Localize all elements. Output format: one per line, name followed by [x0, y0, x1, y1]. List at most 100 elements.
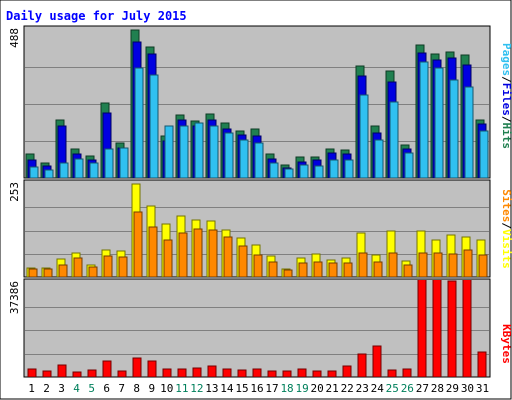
bar-pages-day-16: [254, 142, 264, 178]
bar-pages-day-17: [269, 162, 279, 178]
day-label-11: 11: [175, 382, 188, 395]
bar-sites-day-2: [43, 268, 53, 277]
panel-max-label: 488: [8, 28, 21, 48]
bar-sites-day-27: [418, 252, 428, 277]
bar-sites-day-19: [298, 262, 308, 277]
legend-group-0: Pages/Files/Hits: [500, 43, 512, 149]
bar-kbytes-day-21: [327, 370, 337, 377]
panel-hits: 488: [8, 25, 491, 179]
day-label-6: 6: [103, 382, 110, 395]
bar-pages-day-6: [104, 148, 114, 178]
bar-sites-day-17: [268, 261, 278, 277]
bar-sites-day-23: [358, 252, 368, 277]
day-label-10: 10: [160, 382, 173, 395]
day-label-1: 1: [28, 382, 35, 395]
bar-kbytes-day-28: [432, 280, 442, 377]
bar-sites-day-14: [223, 236, 233, 277]
bar-sites-day-25: [388, 252, 398, 277]
bar-pages-day-31: [479, 130, 489, 178]
bar-pages-day-23: [359, 94, 369, 178]
bar-kbytes-day-5: [87, 369, 97, 377]
bar-pages-day-10: [164, 125, 174, 178]
panel-max-label: 253: [8, 182, 21, 202]
day-label-23: 23: [356, 382, 369, 395]
day-label-31: 31: [476, 382, 489, 395]
day-label-26: 26: [401, 382, 414, 395]
bar-sites-day-11: [178, 232, 188, 277]
bar-pages-day-21: [329, 159, 339, 178]
bar-kbytes-day-22: [342, 365, 352, 377]
bar-sites-day-15: [238, 245, 248, 277]
bar-kbytes-day-19: [297, 368, 307, 377]
bar-sites-day-22: [343, 262, 353, 277]
day-label-24: 24: [371, 382, 385, 395]
bar-sites-day-1: [28, 268, 38, 277]
legend-item-hits: Hits: [500, 123, 512, 150]
bar-kbytes-day-24: [372, 345, 382, 377]
day-label-17: 17: [265, 382, 278, 395]
bar-sites-day-8: [133, 211, 143, 277]
bar-kbytes-day-25: [387, 369, 397, 377]
bar-kbytes-day-18: [282, 370, 292, 377]
day-label-14: 14: [220, 382, 234, 395]
bar-kbytes-day-27: [417, 280, 427, 377]
legend-item-files: Files: [500, 83, 512, 116]
bar-kbytes-day-7: [117, 370, 127, 377]
day-label-8: 8: [133, 382, 140, 395]
bar-sites-day-3: [58, 264, 68, 277]
day-label-29: 29: [446, 382, 459, 395]
bar-sites-day-30: [463, 249, 473, 277]
bar-kbytes-day-3: [57, 364, 67, 377]
bar-kbytes-day-30: [462, 280, 472, 377]
bar-pages-day-4: [74, 158, 84, 178]
legend-separator: /: [500, 76, 512, 83]
day-label-13: 13: [205, 382, 218, 395]
bar-pages-day-1: [29, 166, 39, 178]
panel-max-label: 37386: [8, 281, 21, 314]
bar-sites-day-4: [73, 257, 83, 277]
bar-kbytes-day-8: [132, 357, 142, 377]
bar-kbytes-day-1: [27, 368, 37, 377]
bar-sites-day-13: [208, 229, 218, 277]
legend-separator: /: [500, 222, 512, 229]
bar-kbytes-day-6: [102, 360, 112, 377]
panel-bars-visits: [26, 183, 488, 277]
bar-pages-day-2: [44, 169, 54, 178]
bar-pages-day-20: [314, 165, 324, 178]
day-label-2: 2: [43, 382, 50, 395]
day-label-28: 28: [431, 382, 444, 395]
bar-pages-day-26: [404, 152, 414, 178]
bar-kbytes-day-15: [237, 369, 247, 377]
bar-pages-day-5: [89, 162, 99, 178]
bar-kbytes-day-13: [207, 365, 217, 377]
bar-sites-day-5: [88, 266, 98, 277]
bar-pages-day-19: [299, 164, 309, 178]
day-label-12: 12: [190, 382, 203, 395]
bar-sites-day-16: [253, 254, 263, 277]
day-label-22: 22: [341, 382, 354, 395]
bar-sites-day-6: [103, 255, 113, 277]
bar-sites-day-7: [118, 256, 128, 277]
bar-sites-day-12: [193, 228, 203, 277]
bar-kbytes-day-9: [147, 360, 157, 377]
bar-sites-day-20: [313, 261, 323, 277]
legend-item-kbytes: KBytes: [500, 324, 512, 364]
bar-pages-day-11: [179, 125, 189, 178]
bar-sites-day-26: [403, 264, 413, 277]
bar-pages-day-12: [194, 122, 204, 178]
bar-sites-day-21: [328, 262, 338, 277]
bar-kbytes-day-11: [177, 368, 187, 377]
day-label-20: 20: [311, 382, 324, 395]
bar-pages-day-25: [389, 101, 399, 178]
bar-kbytes-day-16: [252, 368, 262, 377]
legend-group-2: KBytes: [500, 324, 512, 364]
bar-kbytes-day-14: [222, 368, 232, 377]
day-label-18: 18: [280, 382, 293, 395]
day-label-21: 21: [326, 382, 339, 395]
bar-sites-day-10: [163, 239, 173, 277]
bar-pages-day-14: [224, 132, 234, 178]
day-label-7: 7: [118, 382, 125, 395]
bar-kbytes-day-23: [357, 353, 367, 377]
panel-bars-hits: [25, 29, 489, 178]
